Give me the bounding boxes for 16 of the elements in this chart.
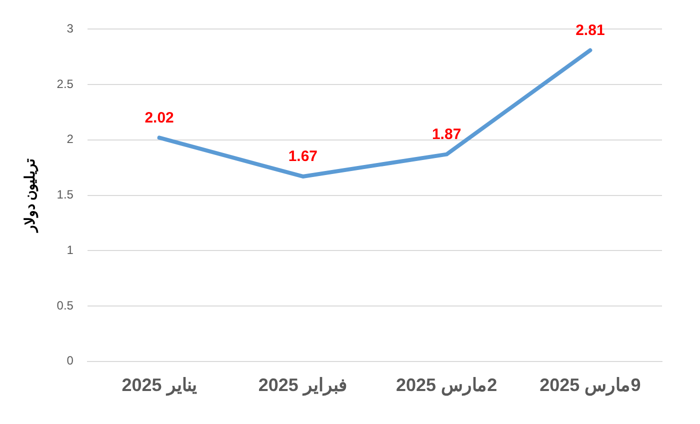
data-label: 2.02	[144, 109, 174, 126]
x-tick-label: فبراير 2025	[258, 375, 348, 396]
y-tick-label: 0.5	[56, 298, 74, 312]
y-tick-label: 3	[66, 22, 74, 36]
y-axis-title: تريليون دولار	[21, 158, 38, 234]
y-tick-label: 2.5	[56, 76, 74, 91]
data-label: 1.67	[288, 148, 318, 166]
x-tick-label: 2مارس 2025	[396, 375, 498, 396]
data-label: 2.81	[576, 22, 605, 39]
y-tick-label: 2	[66, 132, 74, 146]
y-tick-label: 1	[66, 242, 74, 257]
y-tick-label: 0	[66, 354, 74, 368]
x-tick-label: يناير 2025	[122, 375, 197, 396]
y-tick-label: 1.5	[56, 188, 74, 202]
data-label: 1.87	[432, 126, 462, 143]
x-tick-label: 9مارس 2025	[540, 375, 641, 396]
